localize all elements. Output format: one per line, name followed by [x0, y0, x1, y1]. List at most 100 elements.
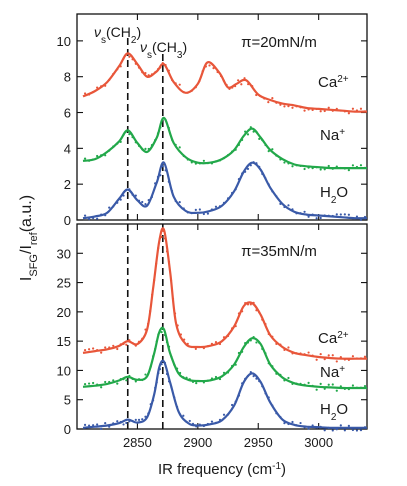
- top-data-point: [343, 213, 346, 216]
- top-data-point: [359, 107, 363, 110]
- bottom-y-tick-label: 15: [57, 334, 71, 349]
- bottom-series-line-ca: [82, 227, 367, 360]
- bottom-data-point: [319, 382, 322, 385]
- top-data-point: [202, 159, 205, 162]
- marker-label-ch2: νs(CH2): [94, 24, 141, 46]
- top-panel-series: [82, 52, 368, 222]
- top-data-point: [194, 208, 197, 212]
- bottom-panel-series: [82, 227, 367, 432]
- bottom-data-point: [116, 347, 119, 351]
- bottom-data-point: [125, 343, 128, 346]
- bottom-data-point: [351, 384, 355, 387]
- bottom-data-point: [363, 355, 367, 358]
- bottom-data-point: [104, 421, 107, 425]
- top-data-point: [144, 203, 147, 206]
- top-data-point: [246, 167, 250, 170]
- x-tick-label: 3000: [304, 435, 333, 450]
- bottom-data-point: [100, 427, 103, 430]
- bottom-data-point: [339, 424, 342, 427]
- bottom-data-point: [83, 423, 87, 427]
- bottom-data-point: [100, 351, 103, 354]
- bottom-y-tick-label: 5: [64, 393, 71, 408]
- bottom-data-point: [327, 383, 330, 386]
- bottom-data-point: [335, 389, 338, 392]
- bottom-panel-frame: [76, 223, 368, 430]
- top-data-point: [339, 213, 342, 216]
- bottom-data-point: [137, 418, 141, 421]
- top-data-point: [355, 215, 359, 218]
- top-data-point: [287, 204, 290, 207]
- bottom-data-point: [87, 382, 91, 385]
- bottom-data-point: [351, 355, 355, 358]
- bottom-panel-ticks: 0 5 10 15 20 25 30 2850 2900 2950 3000: [57, 224, 367, 450]
- bottom-data-point: [315, 358, 318, 361]
- bottom-data-point: [104, 380, 107, 384]
- top-y-tick-label: 0: [64, 213, 71, 228]
- bottom-data-point: [351, 428, 355, 432]
- top-data-point: [208, 64, 211, 67]
- top-data-point: [271, 148, 274, 151]
- top-data-point: [271, 97, 274, 100]
- top-data-point: [128, 55, 131, 58]
- bottom-data-point: [194, 347, 197, 350]
- top-data-point: [327, 164, 330, 168]
- bottom-data-point: [83, 348, 87, 352]
- marker-label-ch3: νs(CH3): [140, 39, 187, 61]
- top-data-point: [307, 215, 310, 218]
- top-data-point: [206, 212, 210, 215]
- bottom-y-tick-label: 0: [64, 422, 71, 437]
- top-data-point: [237, 79, 240, 82]
- bottom-data-point: [255, 341, 258, 344]
- top-data-point: [178, 201, 181, 204]
- bottom-y-tick-label: 20: [57, 305, 71, 320]
- bottom-panel: 0 5 10 15 20 25 30 2850 2900 2950 3000 π=35mN/m Ca…: [57, 223, 368, 450]
- top-series-label-na: Na+: [320, 127, 345, 145]
- bottom-data-point: [141, 418, 144, 421]
- bottom-data-point: [252, 375, 255, 378]
- top-panel-annotation: π=20mN/m: [241, 34, 317, 51]
- bottom-data-point: [134, 418, 137, 421]
- bottom-data-point: [112, 344, 115, 347]
- top-data-point: [240, 83, 243, 86]
- top-data-point: [83, 92, 87, 95]
- top-data-point: [291, 165, 294, 168]
- top-data-point: [335, 213, 338, 216]
- top-data-point: [267, 101, 270, 104]
- x-tick-label: 2850: [123, 435, 152, 450]
- top-series-line-h2o: [82, 161, 368, 220]
- top-series-line-na: [82, 116, 367, 170]
- top-data-point: [347, 169, 350, 172]
- bottom-data-point: [291, 420, 294, 424]
- top-data-point: [347, 213, 350, 216]
- top-y-tick-label: 8: [64, 70, 71, 85]
- top-data-point: [141, 200, 144, 204]
- bottom-data-point: [116, 382, 119, 385]
- top-panel-marker-lines: [126, 38, 164, 220]
- bottom-data-point: [83, 383, 87, 386]
- top-data-point: [178, 146, 181, 149]
- bottom-series-label-ca: Ca2+: [318, 330, 349, 348]
- bottom-data-point: [315, 388, 318, 391]
- bottom-data-point: [104, 346, 107, 349]
- bottom-data-point: [214, 375, 218, 379]
- bottom-data-point: [299, 421, 302, 425]
- top-panel-ticks: 0 2 4 6 8 10: [57, 14, 367, 228]
- top-data-point: [258, 137, 261, 140]
- top-data-point: [178, 83, 181, 86]
- top-data-point: [96, 217, 99, 220]
- top-data-point: [198, 208, 201, 211]
- top-data-point: [283, 105, 286, 108]
- bottom-series-label-na: Na+: [320, 364, 345, 382]
- bottom-data-point: [144, 373, 147, 376]
- bottom-y-tick-label: 25: [57, 276, 71, 291]
- bottom-panel-marker-lines: [126, 224, 164, 429]
- bottom-y-tick-label: 10: [57, 363, 71, 378]
- top-data-point: [347, 112, 350, 115]
- top-data-point: [243, 77, 246, 80]
- bottom-series-label-h2o: H2O: [320, 401, 348, 423]
- top-data-point: [108, 206, 111, 209]
- top-data-point: [327, 106, 330, 109]
- bottom-data-point: [195, 382, 198, 385]
- top-data-point: [351, 107, 355, 110]
- top-data-point: [291, 106, 294, 109]
